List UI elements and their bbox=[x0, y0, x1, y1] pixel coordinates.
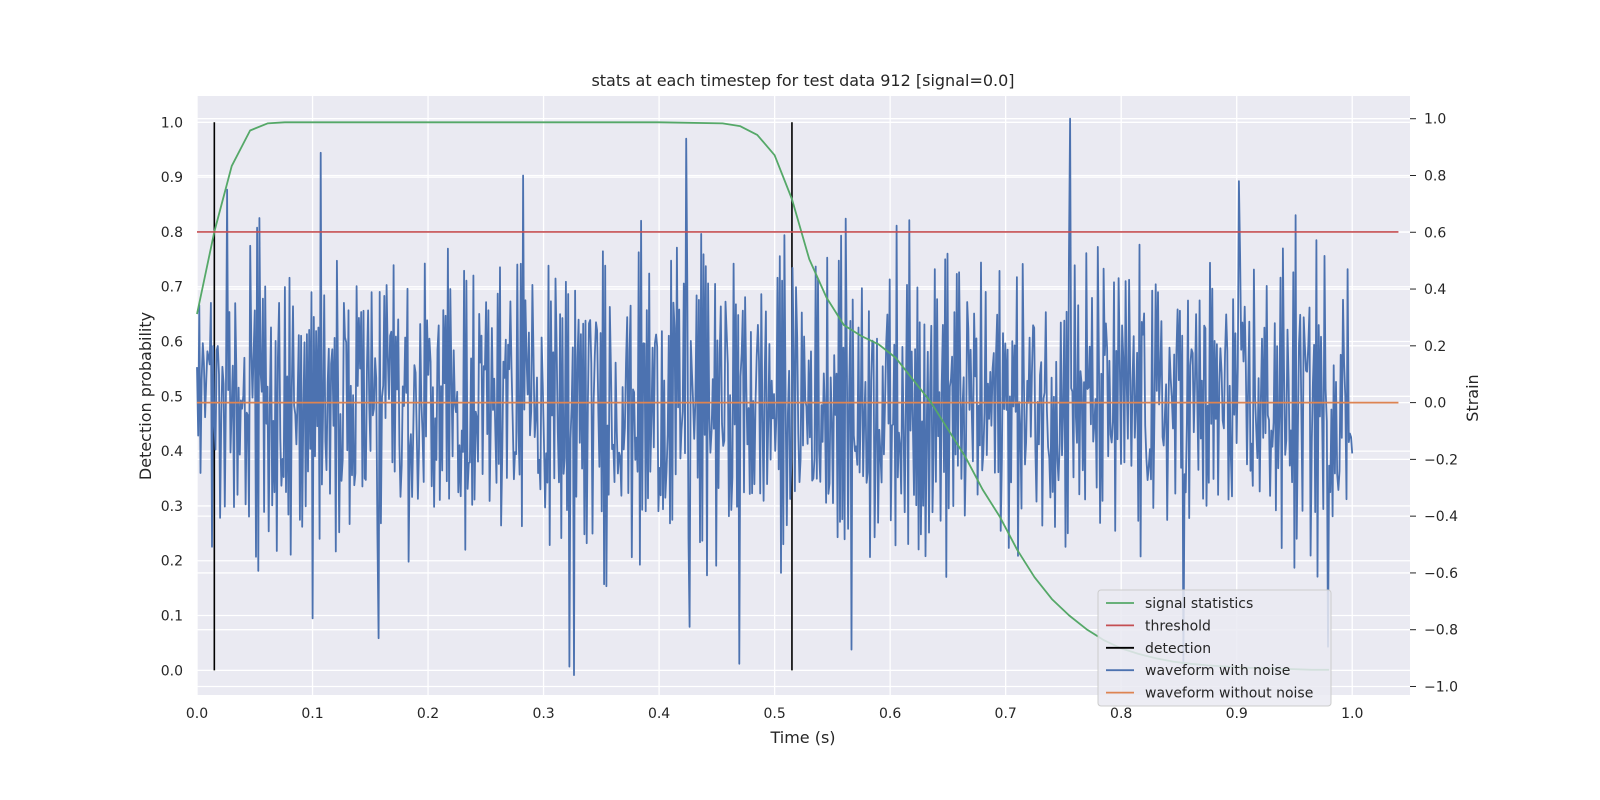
x-tick-label: 0.9 bbox=[1226, 706, 1248, 722]
x-tick-label: 0.7 bbox=[995, 706, 1017, 722]
x-tick-label: 1.0 bbox=[1341, 706, 1363, 722]
y-axis-label: Detection probability bbox=[136, 312, 155, 480]
y-tick-label: 0.8 bbox=[161, 225, 183, 241]
y-tick-label: 0.6 bbox=[161, 335, 183, 351]
right-tick-label: −0.4 bbox=[1424, 509, 1458, 525]
y-tick-label: 0.9 bbox=[161, 170, 183, 186]
x-tick-label: 0.3 bbox=[532, 706, 554, 722]
right-tick-label: −0.6 bbox=[1424, 566, 1458, 582]
right-tick-label: 0.6 bbox=[1424, 225, 1446, 241]
chart-title: stats at each timestep for test data 912… bbox=[591, 71, 1014, 90]
legend-box bbox=[1097, 589, 1332, 707]
x-tick-label: 0.4 bbox=[648, 706, 670, 722]
right-tick-label: 0.8 bbox=[1424, 168, 1446, 184]
legend-label: threshold bbox=[1145, 618, 1211, 634]
x-tick-label: 0.5 bbox=[763, 706, 785, 722]
x-axis-ticks: 0.0 0.1 0.2 0.3 0.4 0.5 0.6 0.7 0.8 0.9 1.0 bbox=[186, 706, 1364, 722]
x-tick-label: 0.6 bbox=[879, 706, 901, 722]
legend-label: waveform with noise bbox=[1145, 663, 1290, 679]
right-axis-ticks: −1.0 −0.8 −0.6 −0.4 −0.2 0.0 0.2 0.4 0.6 0.8 1.0 bbox=[1410, 112, 1458, 695]
x-tick-label: 0.1 bbox=[301, 706, 323, 722]
right-axis-label: Strain bbox=[1463, 374, 1482, 421]
waveform-with-noise-line bbox=[196, 117, 1354, 676]
right-tick-label: −0.8 bbox=[1424, 623, 1458, 639]
right-tick-label: 1.0 bbox=[1424, 112, 1446, 128]
x-axis-label: Time (s) bbox=[769, 728, 835, 747]
right-tick-label: 0.4 bbox=[1424, 282, 1446, 298]
waveform-with-noise-series bbox=[196, 117, 1354, 676]
legend-label: signal statistics bbox=[1145, 596, 1253, 612]
y-tick-label: 0.2 bbox=[161, 554, 183, 570]
legend-label: waveform without noise bbox=[1145, 686, 1313, 702]
y-tick-label: 0.5 bbox=[161, 389, 183, 405]
y-tick-label: 1.0 bbox=[161, 115, 183, 131]
right-tick-label: −1.0 bbox=[1424, 679, 1458, 695]
x-tick-label: 0.2 bbox=[417, 706, 439, 722]
y-tick-label: 0.0 bbox=[161, 663, 183, 679]
y-tick-label: 0.7 bbox=[161, 280, 183, 296]
legend-label: detection bbox=[1145, 641, 1211, 657]
right-tick-label: 0.0 bbox=[1424, 396, 1446, 412]
y-tick-label: 0.4 bbox=[161, 444, 183, 460]
y-axis-ticks: 0.0 0.1 0.2 0.3 0.4 0.5 0.6 0.7 0.8 0.9 1.0 bbox=[161, 115, 183, 679]
x-tick-label: 0.8 bbox=[1110, 706, 1132, 722]
y-tick-label: 0.1 bbox=[161, 609, 183, 625]
x-tick-label: 0.0 bbox=[186, 706, 208, 722]
right-tick-label: −0.2 bbox=[1424, 452, 1458, 468]
right-tick-label: 0.2 bbox=[1424, 339, 1446, 355]
legend: signal statistics threshold detection wavef… bbox=[1097, 589, 1332, 707]
y-tick-label: 0.3 bbox=[161, 499, 183, 515]
